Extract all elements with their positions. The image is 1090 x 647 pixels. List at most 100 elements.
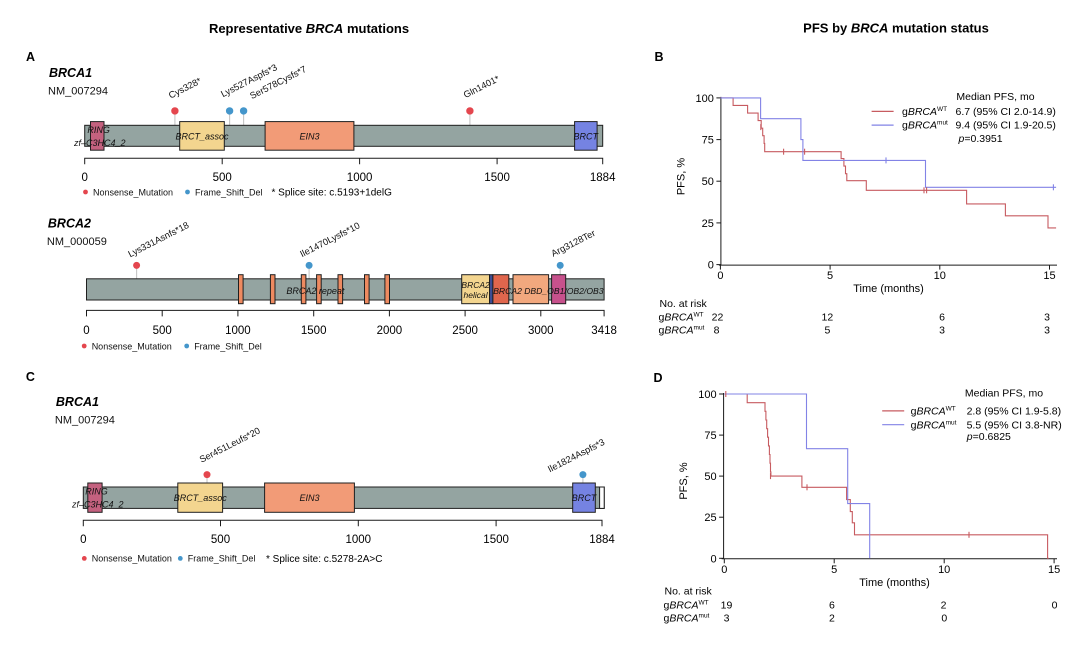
svg-text:0: 0 [717,270,723,282]
svg-text:1884: 1884 [589,534,615,546]
svg-text:500: 500 [211,534,230,546]
svg-text:500: 500 [153,325,172,337]
svg-text:Frame_Shift_Del: Frame_Shift_Del [188,554,256,564]
svg-text:gBRCAmut: gBRCAmut [911,419,957,431]
svg-text:NM_007294: NM_007294 [48,86,108,98]
svg-text:NM_007294: NM_007294 [55,414,115,426]
svg-text:6: 6 [939,311,945,323]
svg-text:Time (months): Time (months) [859,577,930,589]
svg-text:12: 12 [822,311,834,323]
svg-text:1500: 1500 [484,172,510,184]
svg-text:1500: 1500 [301,325,327,337]
svg-text:2.8 (95% CI 1.9-5.8): 2.8 (95% CI 1.9-5.8) [967,406,1062,418]
svg-text:PFS by BRCA mutation status: PFS by BRCA mutation status [803,20,989,35]
svg-text:gBRCAmut: gBRCAmut [659,324,705,336]
svg-text:BRCA2: BRCA2 [48,216,91,230]
svg-text:PFS, %: PFS, % [678,462,690,500]
svg-text:0: 0 [80,534,86,546]
svg-text:zf–C3HC4_2: zf–C3HC4_2 [71,500,124,510]
svg-text:EIN3: EIN3 [299,132,319,142]
svg-text:EIN3: EIN3 [299,493,319,503]
svg-text:9.4 (95% CI 1.9-20.5): 9.4 (95% CI 1.9-20.5) [956,120,1056,132]
svg-text:helical: helical [464,290,489,300]
svg-text:0: 0 [708,260,714,272]
svg-text:Frame_Shift_Del: Frame_Shift_Del [194,341,262,351]
svg-text:15: 15 [1048,564,1060,576]
svg-text:p=0.6825: p=0.6825 [966,431,1011,443]
svg-text:BRCT: BRCT [572,493,598,503]
svg-text:75: 75 [704,430,716,442]
svg-text:NM_000059: NM_000059 [47,236,107,248]
svg-text:B: B [655,50,664,64]
svg-text:C: C [26,370,35,384]
svg-text:* Splice site: c.5193+1delG: * Splice site: c.5193+1delG [272,188,393,199]
svg-text:50: 50 [704,471,716,483]
svg-text:BRCA1: BRCA1 [56,395,99,409]
svg-text:2000: 2000 [377,325,403,337]
svg-text:1500: 1500 [483,534,509,546]
svg-text:25: 25 [702,218,714,230]
svg-text:No. at risk: No. at risk [660,298,708,310]
svg-text:5: 5 [831,564,837,576]
svg-text:25: 25 [704,512,716,524]
svg-text:6: 6 [829,600,835,612]
svg-text:0: 0 [941,613,947,625]
svg-text:gBRCAmut: gBRCAmut [902,120,948,132]
svg-text:10: 10 [934,270,946,282]
svg-text:gBRCAWT: gBRCAWT [659,311,704,323]
svg-text:Representative BRCA mutations: Representative BRCA mutations [209,21,409,36]
svg-text:2: 2 [829,613,835,625]
svg-text:Median PFS, mo: Median PFS, mo [965,388,1043,400]
svg-text:BRCA2 repeat: BRCA2 repeat [286,286,345,296]
svg-text:8: 8 [714,324,720,336]
svg-text:75: 75 [702,135,714,147]
svg-text:10: 10 [938,564,950,576]
svg-text:Nonsense_Mutation: Nonsense_Mutation [92,554,172,564]
svg-text:3: 3 [724,613,730,625]
svg-text:gBRCAmut: gBRCAmut [664,613,710,625]
svg-text:0: 0 [721,564,727,576]
svg-text:0: 0 [710,553,716,565]
svg-text:* Splice site: c.5278-2A>C: * Splice site: c.5278-2A>C [266,554,382,565]
svg-text:RING: RING [85,487,108,497]
svg-text:A: A [26,50,35,64]
svg-text:BRCA1: BRCA1 [49,66,92,80]
svg-text:15: 15 [1043,270,1055,282]
svg-text:1000: 1000 [347,172,373,184]
svg-text:6.7 (95% CI 2.0-14.9): 6.7 (95% CI 2.0-14.9) [956,106,1056,118]
svg-text:5: 5 [824,324,830,336]
svg-text:3: 3 [1044,324,1050,336]
svg-text:0: 0 [83,325,89,337]
svg-text:100: 100 [698,389,716,401]
svg-text:gBRCAWT: gBRCAWT [902,106,947,118]
svg-text:BRCT: BRCT [574,132,600,142]
svg-text:BRCA2: BRCA2 [461,280,490,290]
svg-text:D: D [654,371,663,385]
svg-text:5: 5 [827,270,833,282]
svg-text:BRCT_assoc: BRCT_assoc [174,493,228,503]
svg-text:gBRCAWT: gBRCAWT [664,600,709,612]
svg-text:Nonsense_Mutation: Nonsense_Mutation [93,187,173,197]
svg-text:p=0.3951: p=0.3951 [958,133,1003,145]
svg-text:2: 2 [941,600,947,612]
svg-text:BRCT_assoc: BRCT_assoc [175,132,229,142]
svg-text:1000: 1000 [225,325,251,337]
svg-text:Nonsense_Mutation: Nonsense_Mutation [92,341,172,351]
svg-text:zf–C3HC4_2: zf–C3HC4_2 [73,138,126,148]
svg-text:gBRCAWT: gBRCAWT [911,406,956,418]
svg-text:1884: 1884 [590,172,616,184]
svg-text:100: 100 [696,93,714,105]
svg-text:RING: RING [87,125,110,135]
svg-text:3000: 3000 [528,325,554,337]
svg-text:0: 0 [81,172,87,184]
svg-text:Frame_Shift_Del: Frame_Shift_Del [195,187,263,197]
svg-text:19: 19 [721,600,733,612]
svg-text:3418: 3418 [591,325,617,337]
svg-text:3: 3 [939,324,945,336]
svg-text:PFS, %: PFS, % [676,158,688,196]
svg-text:No. at risk: No. at risk [665,585,713,597]
svg-text:22: 22 [712,311,724,323]
svg-text:2500: 2500 [452,325,478,337]
svg-text:BRCA2 DBD_OB1/OB2/OB3: BRCA2 DBD_OB1/OB2/OB3 [493,286,604,296]
svg-text:Time (months): Time (months) [853,283,924,295]
